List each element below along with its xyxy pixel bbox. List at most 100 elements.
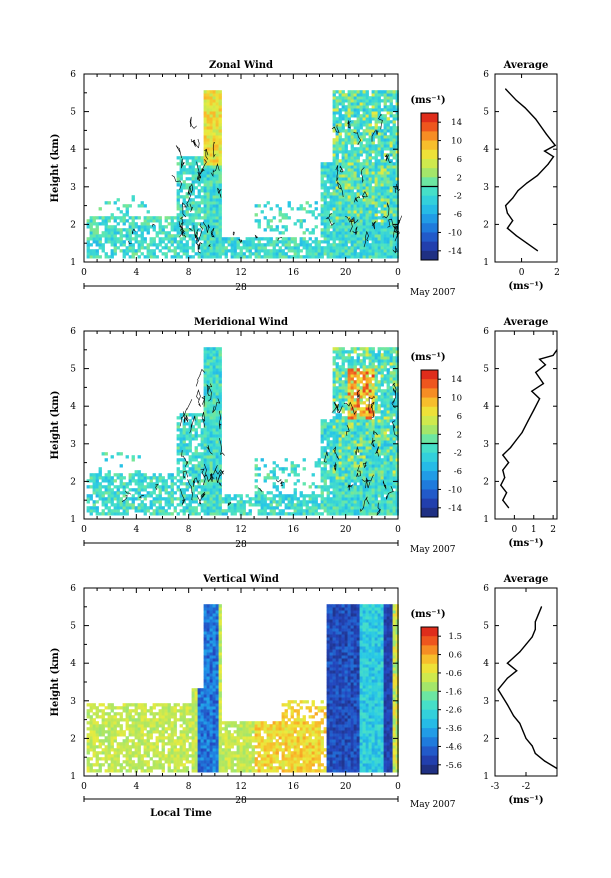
heatmap-cell [366, 228, 369, 231]
heatmap-cell [378, 177, 381, 180]
heatmap-cell [183, 512, 186, 515]
heatmap-cell [381, 503, 384, 506]
profile-point [553, 156, 554, 157]
heatmap-cell [159, 240, 162, 243]
heatmap-cell [387, 141, 390, 144]
heatmap-cell [150, 255, 153, 258]
heatmap-cell [366, 407, 369, 410]
heatmap-cell [339, 488, 342, 491]
heatmap-cell [381, 108, 384, 111]
heatmap-cell [213, 210, 216, 213]
heatmap-cell [378, 159, 381, 162]
heatmap-cell [102, 500, 105, 503]
heatmap-cell [345, 434, 348, 437]
heatmap-cell [360, 132, 363, 135]
heatmap-cell [384, 512, 387, 515]
heatmap-cell [216, 171, 219, 174]
heatmap-cell [333, 147, 336, 150]
heatmap-cell [249, 255, 252, 258]
heatmap-cell [354, 425, 357, 428]
heatmap-cell [147, 485, 150, 488]
heatmap-cell [210, 443, 213, 446]
heatmap-cell [129, 255, 132, 258]
heatmap-cell [363, 132, 366, 135]
heatmap-cell [204, 207, 207, 210]
heatmap-cell [366, 168, 369, 171]
heatmap-cell [357, 494, 360, 497]
heatmap-cell [219, 246, 222, 249]
heatmap-cell [363, 368, 366, 371]
heatmap-cell [324, 216, 327, 219]
heatmap-cell [216, 446, 219, 449]
heatmap-cell [381, 437, 384, 440]
heatmap-cell [204, 129, 207, 132]
heatmap-cell [234, 237, 237, 240]
heatmap-cell [243, 512, 246, 515]
heatmap-cell [207, 500, 210, 503]
heatmap-cell [144, 497, 147, 500]
heatmap-cell [303, 243, 306, 246]
heatmap-cell [210, 105, 213, 108]
heatmap-cell [360, 413, 363, 416]
heatmap-cell [315, 216, 318, 219]
heatmap-cell [216, 129, 219, 132]
heatmap-cell [366, 380, 369, 383]
heatmap-cell [285, 512, 288, 515]
heatmap-cell [117, 503, 120, 506]
heatmap-cell [93, 488, 96, 491]
heatmap-cell [339, 455, 342, 458]
heatmap-cell [375, 455, 378, 458]
heatmap-cell [360, 168, 363, 171]
heatmap-cell [120, 473, 123, 476]
heatmap-cell [186, 485, 189, 488]
heatmap-cell [348, 180, 351, 183]
heatmap-cell [339, 120, 342, 123]
heatmap-cell [141, 482, 144, 485]
heatmap-cell [216, 231, 219, 234]
heatmap-cell [207, 404, 210, 407]
heatmap-cell [321, 246, 324, 249]
heatmap-cell [369, 359, 372, 362]
heatmap-cell [381, 234, 384, 237]
heatmap-cell [90, 476, 93, 479]
heatmap-cell [186, 437, 189, 440]
heatmap-cell [276, 240, 279, 243]
heatmap-cell [357, 210, 360, 213]
heatmap-cell [123, 249, 126, 252]
heatmap-cell [156, 234, 159, 237]
heatmap-cell [219, 174, 222, 177]
heatmap-cell [186, 177, 189, 180]
heatmap-cell [357, 228, 360, 231]
heatmap-cell [99, 497, 102, 500]
heatmap-cell [333, 440, 336, 443]
heatmap-cell [192, 488, 195, 491]
heatmap-cell [393, 410, 396, 413]
heatmap-cell [312, 491, 315, 494]
heatmap-cell [201, 437, 204, 440]
heatmap-cell [339, 437, 342, 440]
heatmap-cell [300, 509, 303, 512]
heatmap-cell [339, 204, 342, 207]
heatmap-cell [135, 470, 138, 473]
heatmap-cell [195, 180, 198, 183]
heatmap-cell [372, 377, 375, 380]
heatmap-cell [381, 201, 384, 204]
heatmap-cell [345, 210, 348, 213]
heatmap-cell [228, 237, 231, 240]
heatmap-cell [234, 512, 237, 515]
heatmap-cell [192, 470, 195, 473]
heatmap-cell [393, 365, 396, 368]
heatmap-cell [360, 222, 363, 225]
heatmap-cell [216, 410, 219, 413]
heatmap-cell [384, 225, 387, 228]
heatmap-cell [210, 180, 213, 183]
heatmap-cell [354, 500, 357, 503]
heatmap-cell [210, 485, 213, 488]
heatmap-cell [387, 147, 390, 150]
heatmap-cell [213, 225, 216, 228]
heatmap-cell [117, 198, 120, 201]
heatmap-cell [363, 458, 366, 461]
heatmap-cell [216, 237, 219, 240]
